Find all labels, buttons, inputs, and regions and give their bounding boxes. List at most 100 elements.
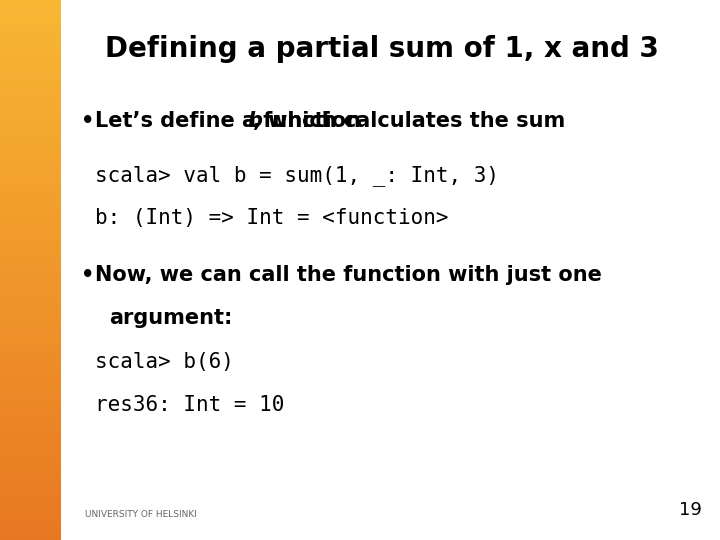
Bar (0, 394, 61, 397)
Bar (0, 76, 61, 78)
Text: Defining a partial sum of 1, x and 3: Defining a partial sum of 1, x and 3 (104, 35, 659, 63)
Bar (0, 8, 61, 11)
Bar (0, 162, 61, 165)
Bar (0, 70, 61, 73)
Bar (0, 427, 61, 429)
Bar (0, 32, 61, 35)
Bar (0, 30, 61, 32)
Bar (0, 381, 61, 383)
Bar (0, 300, 61, 302)
Bar (0, 329, 61, 332)
Bar (0, 529, 61, 532)
Bar (0, 151, 61, 154)
Bar (0, 456, 61, 459)
Bar (0, 94, 61, 97)
Bar (0, 491, 61, 494)
Bar (0, 348, 61, 351)
Bar (0, 405, 61, 408)
Bar (0, 159, 61, 162)
Bar (0, 194, 61, 197)
Text: argument:: argument: (109, 308, 233, 328)
Bar (0, 51, 61, 54)
Bar (0, 251, 61, 254)
Bar (0, 235, 61, 238)
Bar (0, 219, 61, 221)
Bar (0, 243, 61, 246)
Bar (0, 0, 61, 3)
Bar (0, 127, 61, 130)
Bar (0, 68, 61, 70)
Bar (0, 362, 61, 364)
Bar (0, 57, 61, 59)
Bar (0, 518, 61, 521)
Bar (0, 230, 61, 232)
Bar (0, 378, 61, 381)
Bar (0, 24, 61, 27)
Bar (0, 202, 61, 205)
Bar (0, 429, 61, 432)
Bar (0, 140, 61, 143)
Bar (0, 40, 61, 43)
Text: res36: Int = 10: res36: Int = 10 (95, 395, 284, 415)
Text: UNIVERSITY OF HELSINKI: UNIVERSITY OF HELSINKI (85, 510, 197, 519)
Bar (0, 259, 61, 262)
Bar (0, 97, 61, 100)
Bar (0, 111, 61, 113)
Bar (0, 451, 61, 454)
Bar (0, 481, 61, 483)
Bar (0, 262, 61, 265)
Bar (0, 521, 61, 524)
Bar (0, 35, 61, 38)
Bar (0, 500, 61, 502)
Bar (0, 5, 61, 8)
Bar (0, 526, 61, 529)
Bar (0, 340, 61, 343)
Bar (0, 200, 61, 202)
Bar (0, 535, 61, 537)
Bar (0, 224, 61, 227)
Bar (0, 292, 61, 294)
Bar (0, 321, 61, 324)
Bar (0, 343, 61, 346)
Bar (0, 273, 61, 275)
Text: , which calculates the sum: , which calculates the sum (253, 111, 566, 131)
Text: scala> val b = sum(1, _: Int, 3): scala> val b = sum(1, _: Int, 3) (95, 165, 499, 186)
Bar (0, 356, 61, 359)
Bar (0, 392, 61, 394)
Text: Now, we can call the function with just one: Now, we can call the function with just … (95, 265, 602, 285)
Bar (0, 383, 61, 386)
Bar (0, 103, 61, 105)
Bar (0, 232, 61, 235)
Bar (0, 238, 61, 240)
Bar (0, 181, 61, 184)
Bar (0, 508, 61, 510)
Bar (0, 270, 61, 273)
Bar (0, 472, 61, 475)
Bar (0, 351, 61, 354)
Bar (0, 62, 61, 65)
Bar (0, 432, 61, 435)
Bar (0, 267, 61, 270)
Bar (0, 78, 61, 81)
Bar (0, 354, 61, 356)
Bar (0, 167, 61, 170)
Bar (0, 400, 61, 402)
Bar (0, 265, 61, 267)
Bar (0, 189, 61, 192)
Bar (0, 81, 61, 84)
Bar (0, 176, 61, 178)
Bar (0, 130, 61, 132)
Bar (0, 524, 61, 526)
Bar (0, 346, 61, 348)
Bar (0, 146, 61, 148)
Bar (0, 248, 61, 251)
Bar (0, 510, 61, 513)
Bar (0, 122, 61, 124)
Bar (0, 373, 61, 375)
Bar (0, 124, 61, 127)
Bar (0, 86, 61, 89)
Bar (0, 254, 61, 256)
Bar (0, 46, 61, 49)
Bar (0, 289, 61, 292)
Text: Let’s define a function: Let’s define a function (0, 539, 1, 540)
